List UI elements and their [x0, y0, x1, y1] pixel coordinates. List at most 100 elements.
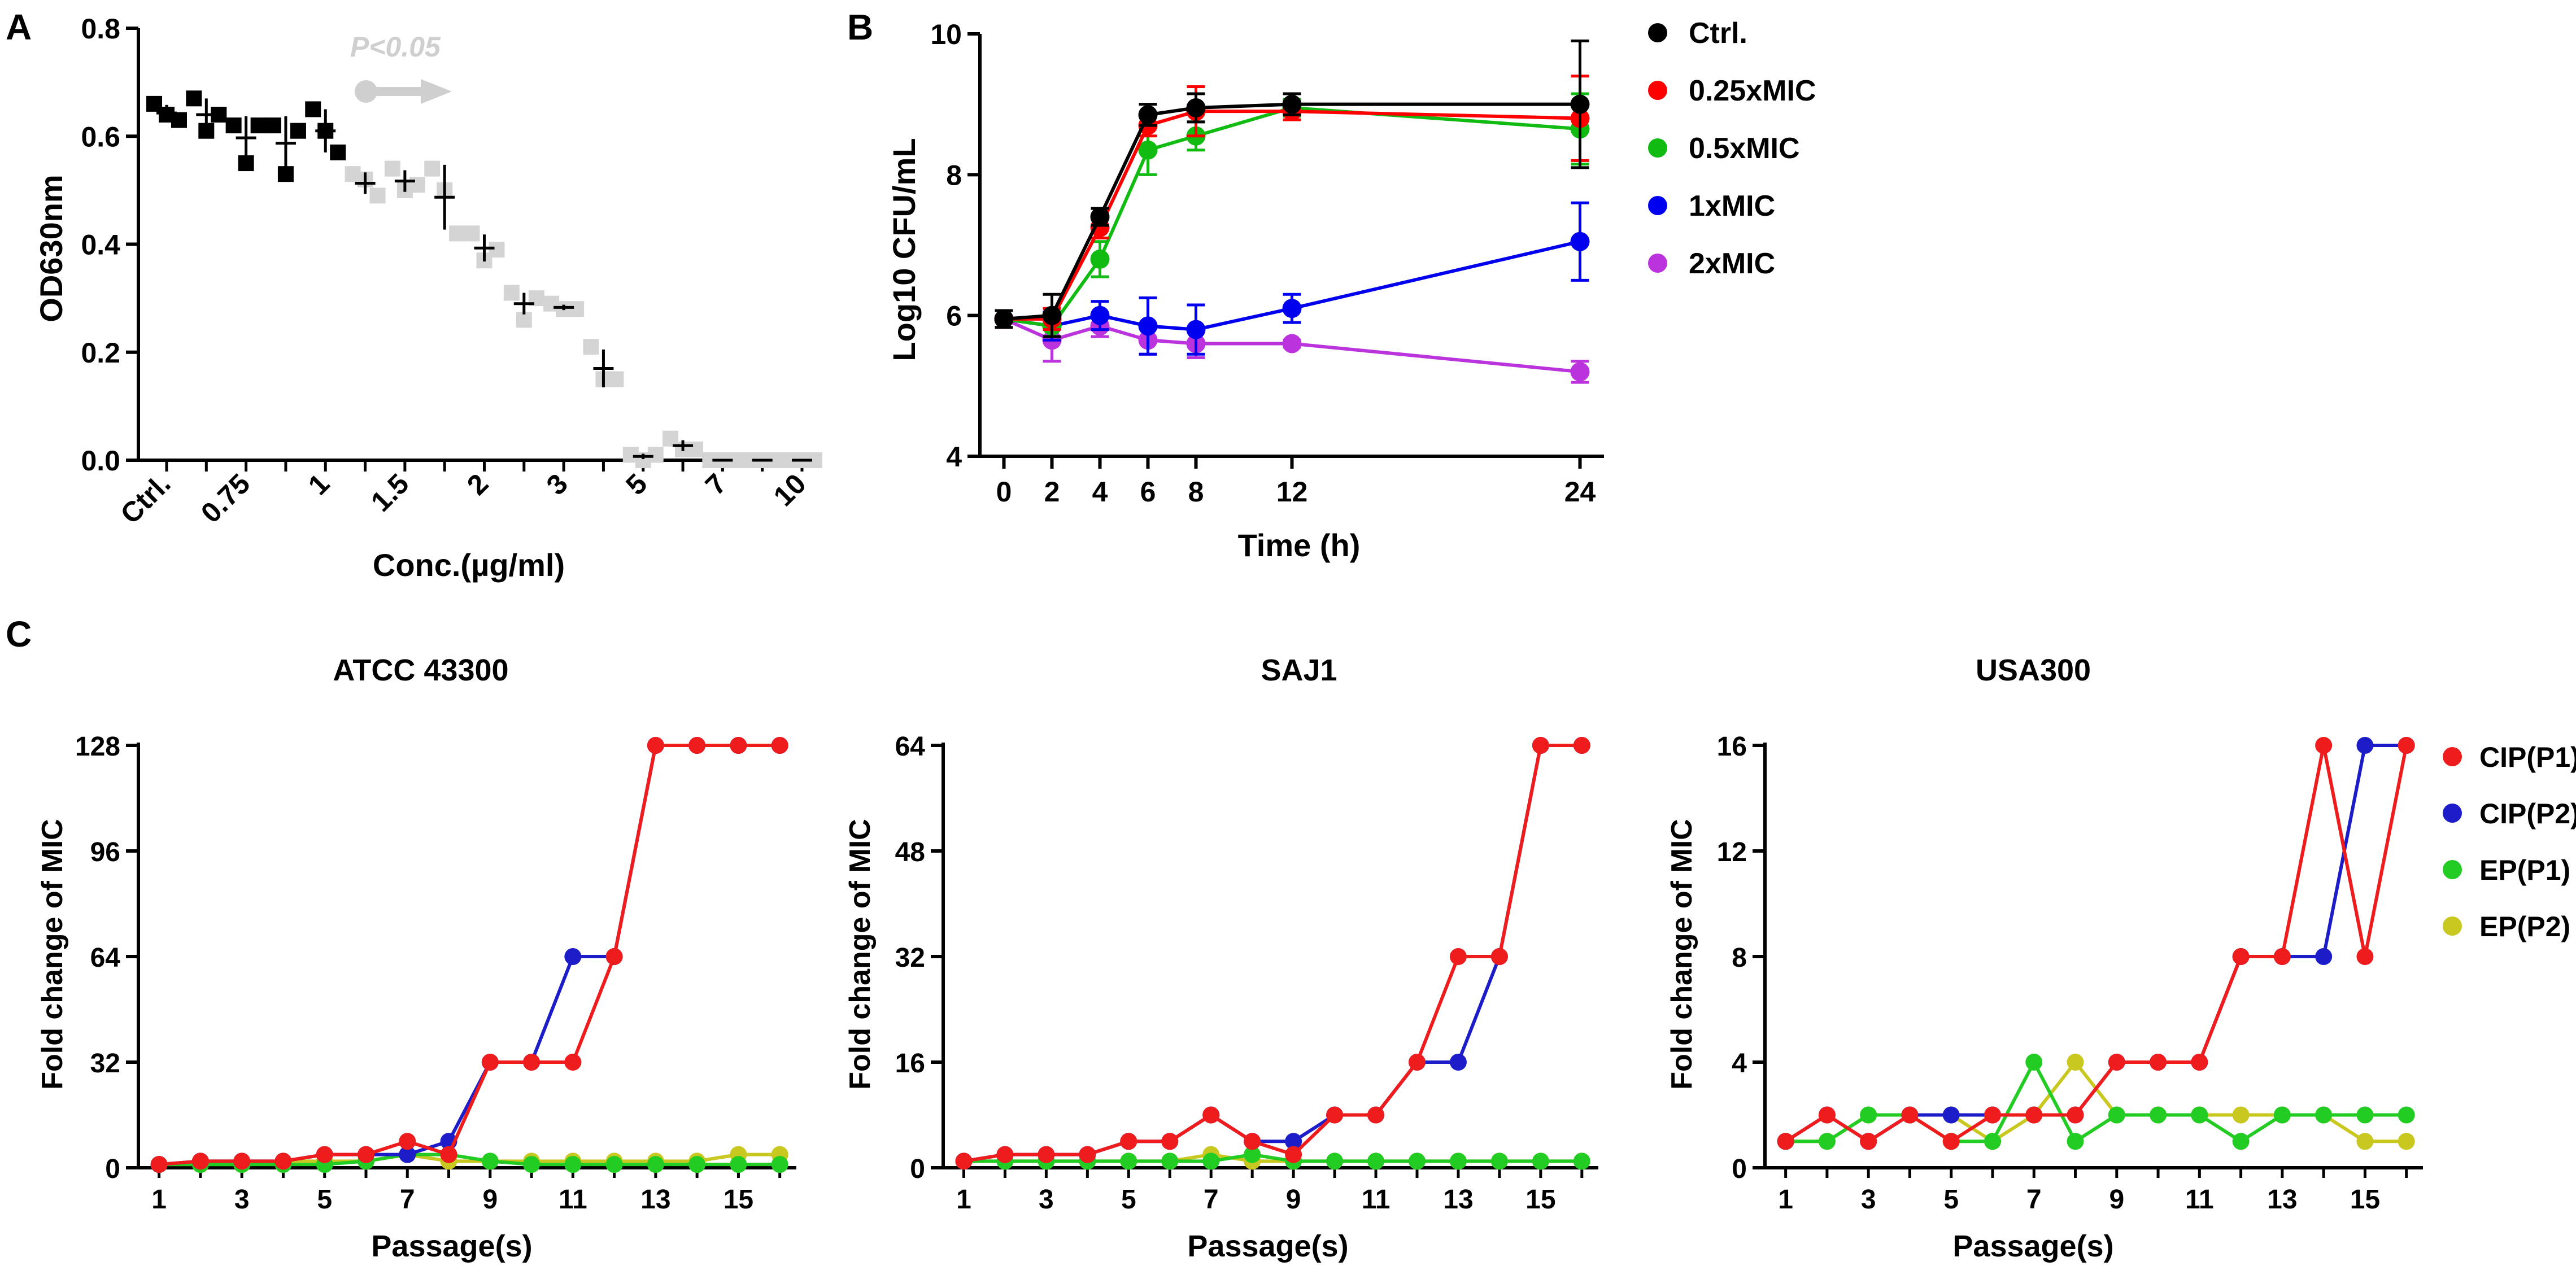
- x-tick-label: 10: [768, 468, 812, 512]
- data-point: [2025, 1054, 2043, 1071]
- data-point: [2398, 1133, 2415, 1150]
- data-point: [1408, 1054, 1426, 1071]
- data-point-square: [516, 312, 532, 328]
- y-tick-label: 8: [946, 159, 962, 191]
- legend-marker: [1648, 254, 1667, 273]
- panel-b-legend: Ctrl. 0.25xMIC 0.5xMIC 1xMIC 2xMIC: [1648, 17, 1816, 280]
- data-point: [996, 1146, 1014, 1163]
- legend-marker: [1648, 138, 1667, 158]
- panel-b-y-axis-title: Log10 CFU/mL: [886, 138, 922, 361]
- data-point: [1367, 1153, 1385, 1170]
- data-point-square: [647, 447, 664, 463]
- y-tick-label: 6: [946, 300, 962, 332]
- data-point: [688, 1156, 706, 1173]
- data-point: [1570, 232, 1590, 251]
- x-tick-label: 12: [1276, 476, 1308, 508]
- data-point: [2315, 948, 2333, 965]
- series-line-EP(P1): [1785, 1058, 2407, 1144]
- data-point: [2315, 737, 2333, 754]
- data-point: [2356, 1133, 2374, 1150]
- legend-label: EP(P1): [2479, 854, 2570, 886]
- data-point-square: [489, 242, 505, 258]
- y-tick-label: 64: [895, 732, 926, 762]
- data-point: [647, 737, 664, 754]
- data-point-square: [305, 101, 321, 117]
- y-tick-label: 64: [90, 943, 121, 973]
- panel-c2-y-axis-title: Fold change of MIC: [844, 819, 877, 1090]
- x-tick-label: 15: [723, 1185, 753, 1215]
- data-point: [2232, 948, 2250, 965]
- data-point-square: [424, 160, 441, 177]
- data-point: [399, 1146, 416, 1163]
- y-tick-label: 10: [930, 19, 962, 50]
- data-point: [994, 309, 1014, 329]
- x-tick-label: 5: [1943, 1185, 1959, 1215]
- data-point: [150, 1156, 168, 1173]
- x-tick-label: Ctrl.: [114, 468, 176, 530]
- x-tick-label: 7: [1204, 1185, 1219, 1215]
- data-point: [1326, 1106, 1344, 1124]
- data-point: [1138, 105, 1158, 125]
- panel-c2-marks: [955, 737, 1590, 1170]
- x-tick-label: 7: [400, 1185, 415, 1215]
- data-point: [1161, 1153, 1179, 1170]
- panel-label-c: C: [6, 614, 32, 654]
- data-point: [357, 1146, 374, 1163]
- x-tick-label: 3: [234, 1185, 250, 1215]
- data-point: [2025, 1106, 2043, 1124]
- p-value-label: P<0.05: [350, 31, 441, 63]
- data-point: [1818, 1106, 1836, 1124]
- data-point-square: [369, 187, 386, 204]
- data-point: [1367, 1106, 1385, 1124]
- x-tick-label: 7: [699, 468, 733, 501]
- y-tick-label: 0: [910, 1154, 925, 1184]
- y-tick-label: 8: [1732, 943, 1747, 973]
- data-point-square: [171, 112, 187, 128]
- x-tick-label: 1: [302, 468, 335, 501]
- data-point-square: [250, 117, 267, 134]
- data-point: [1090, 207, 1110, 227]
- data-point: [481, 1054, 499, 1071]
- panel-c3-x-axis-title: Passage(s): [1952, 1229, 2113, 1263]
- data-point: [1490, 948, 1508, 965]
- data-point-square: [568, 301, 585, 317]
- data-point: [1573, 737, 1590, 754]
- legend-label: CIP(P1): [2479, 741, 2576, 773]
- y-tick-label: 16: [895, 1049, 925, 1079]
- legend-marker: [2443, 747, 2462, 766]
- y-tick-label: 16: [1717, 732, 1747, 762]
- panel-c-legend: CIP(P1) CIP(P2) EP(P1) EP(P2): [2443, 741, 2576, 942]
- x-tick-label: 1: [1778, 1185, 1793, 1215]
- y-tick-label: 0.0: [81, 445, 120, 477]
- data-point: [688, 737, 706, 754]
- panel-c1-marks: [150, 737, 788, 1173]
- x-tick-label: 9: [482, 1185, 498, 1215]
- series-line-EP(P1): [159, 1153, 780, 1167]
- x-tick-label: 3: [1861, 1185, 1876, 1215]
- data-point-square: [687, 441, 704, 457]
- legend-marker: [2443, 860, 2462, 879]
- x-tick-label: 9: [1286, 1185, 1301, 1215]
- data-point: [564, 1054, 582, 1071]
- data-point: [1042, 305, 1062, 325]
- y-tick-label: 12: [1717, 837, 1747, 867]
- arrow-head-icon: [421, 79, 452, 104]
- x-tick-label: 24: [1564, 476, 1596, 508]
- data-point-square: [449, 225, 465, 242]
- data-point: [2356, 948, 2374, 965]
- panel-c2-x-axis-title: Passage(s): [1187, 1229, 1348, 1263]
- data-point: [647, 1156, 664, 1173]
- legend-label: 2xMIC: [1689, 247, 1775, 280]
- panel-c2-title: SAJ1: [1261, 653, 1337, 687]
- data-point: [1449, 948, 1467, 965]
- data-point-square: [608, 371, 624, 387]
- data-point-square: [290, 123, 306, 139]
- data-point: [2398, 1106, 2415, 1124]
- x-tick-label: 3: [541, 468, 574, 501]
- panel-a-y-axis-title: OD630nm: [33, 174, 69, 322]
- data-point: [771, 1156, 788, 1173]
